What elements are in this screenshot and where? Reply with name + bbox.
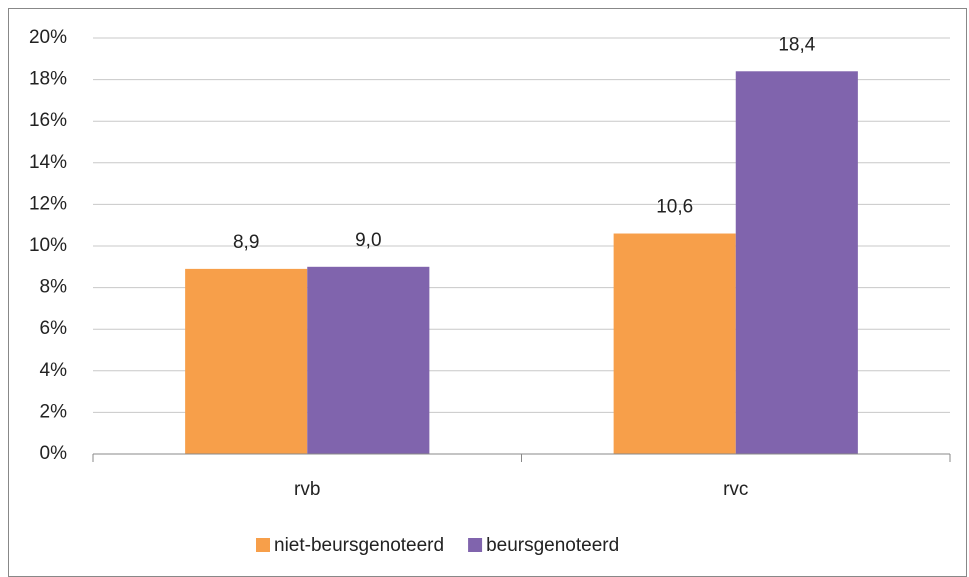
- value-label: 9,0: [355, 230, 381, 251]
- y-tick-label: 14%: [29, 152, 67, 173]
- legend-swatch: [256, 538, 270, 552]
- bar: [735, 71, 858, 454]
- y-tick-label: 18%: [29, 69, 67, 90]
- legend-label: beursgenoteerd: [486, 535, 619, 556]
- y-tick-label: 10%: [29, 235, 67, 256]
- x-tick-label: rvc: [723, 479, 748, 500]
- y-tick-label: 12%: [29, 193, 67, 214]
- x-tick-label: rvb: [294, 479, 320, 500]
- y-tick-label: 4%: [40, 360, 68, 381]
- bar: [307, 266, 430, 454]
- legend-label: niet-beursgenoteerd: [274, 535, 444, 556]
- bar: [613, 233, 736, 454]
- y-tick-label: 8%: [40, 277, 68, 298]
- y-tick-label: 16%: [29, 110, 67, 131]
- y-tick-label: 0%: [40, 443, 68, 464]
- value-label: 18,4: [778, 34, 815, 55]
- y-tick-label: 20%: [29, 27, 67, 48]
- value-label: 10,6: [656, 197, 693, 218]
- value-label: 8,9: [233, 232, 259, 253]
- bar: [185, 268, 308, 454]
- legend-swatch: [468, 538, 483, 552]
- y-tick-label: 6%: [40, 318, 68, 339]
- y-tick-label: 2%: [40, 401, 68, 422]
